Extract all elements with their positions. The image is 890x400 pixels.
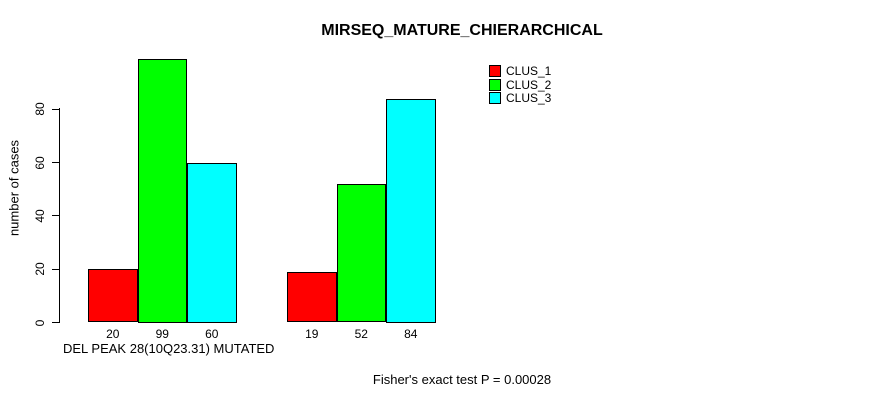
y-tick-mark bbox=[52, 215, 59, 217]
y-tick-mark bbox=[52, 108, 59, 110]
bar-clus_1-group1 bbox=[88, 269, 138, 323]
legend-label-clus_2: CLUS_2 bbox=[506, 77, 552, 92]
y-tick-mark bbox=[52, 162, 59, 163]
y-tick-label: 80 bbox=[33, 102, 47, 116]
legend-label-clus_3: CLUS_3 bbox=[506, 91, 552, 105]
bar-value-label: 19 bbox=[305, 327, 319, 341]
bar-clus_1-group2 bbox=[287, 271, 337, 323]
y-tick-label: 0 bbox=[33, 319, 47, 326]
y-axis-line bbox=[59, 108, 60, 323]
bar-clus_3-group2 bbox=[386, 98, 436, 323]
y-tick-label: 40 bbox=[33, 209, 47, 223]
legend-swatch-clus_3 bbox=[489, 92, 501, 104]
bar-clus_2-group1 bbox=[137, 58, 187, 323]
legend-swatch-clus_2 bbox=[489, 78, 501, 91]
legend-swatch-clus_1 bbox=[489, 65, 501, 77]
bar-value-label: 60 bbox=[205, 327, 219, 341]
x-axis-label: DEL PEAK 28(10Q23.31) MUTATED bbox=[63, 341, 275, 356]
y-tick-mark bbox=[52, 322, 59, 323]
legend-label-clus_1: CLUS_1 bbox=[506, 64, 552, 78]
y-axis-label: number of cases bbox=[6, 139, 22, 237]
y-tick-mark bbox=[52, 268, 59, 270]
fisher-test-annotation: Fisher's exact test P = 0.00028 bbox=[372, 372, 552, 387]
y-tick-label: 60 bbox=[33, 155, 47, 170]
bar-value-label: 84 bbox=[404, 327, 418, 341]
chart-title: MIRSEQ_MATURE_CHIERARCHICAL bbox=[321, 22, 603, 39]
y-tick-label: 20 bbox=[33, 262, 47, 276]
bar-value-label: 99 bbox=[155, 327, 169, 341]
bar-value-label: 52 bbox=[354, 327, 368, 341]
bar-clus_3-group1 bbox=[187, 162, 237, 323]
bar-value-label: 20 bbox=[106, 327, 120, 341]
bar-clus_2-group2 bbox=[336, 183, 386, 323]
